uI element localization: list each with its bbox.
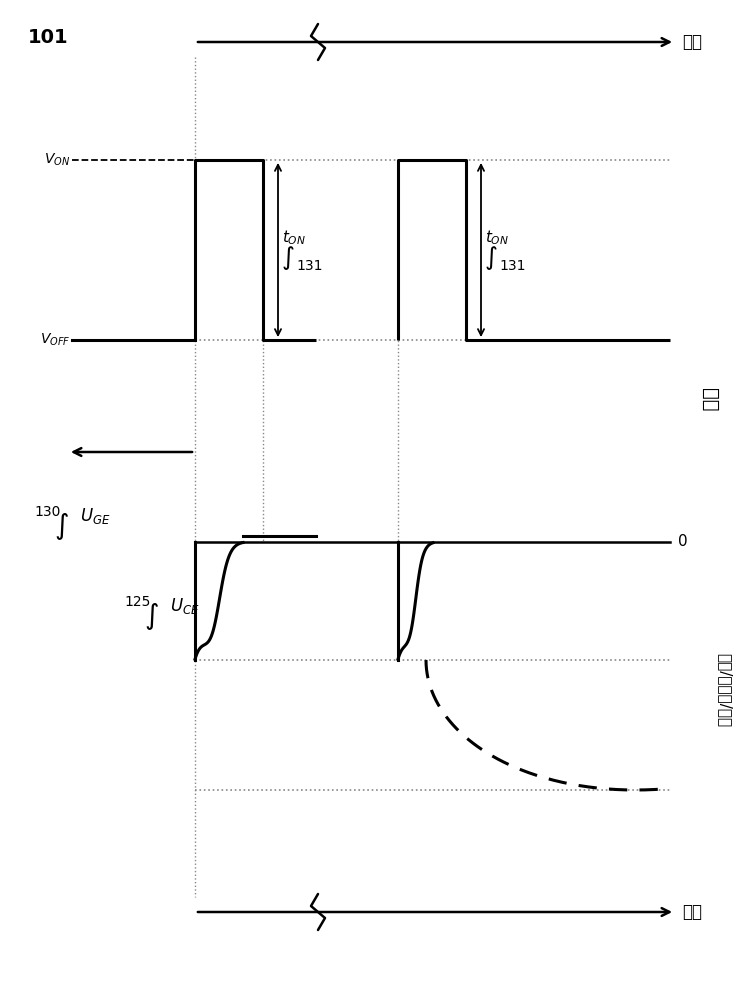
Text: 時間: 時間 [682, 903, 702, 921]
Text: $V_{OFF}$: $V_{OFF}$ [40, 332, 70, 348]
Text: $U_{GE}$: $U_{GE}$ [80, 506, 111, 526]
Text: 正常: 正常 [701, 388, 720, 412]
Text: ∫: ∫ [55, 512, 69, 540]
Text: 125: 125 [125, 595, 151, 609]
Text: 短路/過電流/故障: 短路/過電流/故障 [718, 653, 732, 727]
Text: 101: 101 [28, 28, 69, 47]
Text: ∫: ∫ [282, 246, 295, 270]
Text: 0: 0 [678, 534, 687, 550]
Text: 130: 130 [35, 505, 61, 519]
Text: 131: 131 [499, 259, 525, 273]
Text: $t_{ON}$: $t_{ON}$ [282, 229, 306, 247]
Text: $U_{CE}$: $U_{CE}$ [170, 596, 200, 616]
Text: 131: 131 [296, 259, 322, 273]
Text: $V_{ON}$: $V_{ON}$ [44, 152, 70, 168]
Text: ∫: ∫ [485, 246, 498, 270]
Text: ∫: ∫ [145, 602, 159, 630]
Text: $t_{ON}$: $t_{ON}$ [485, 229, 509, 247]
Text: 時間: 時間 [682, 33, 702, 51]
